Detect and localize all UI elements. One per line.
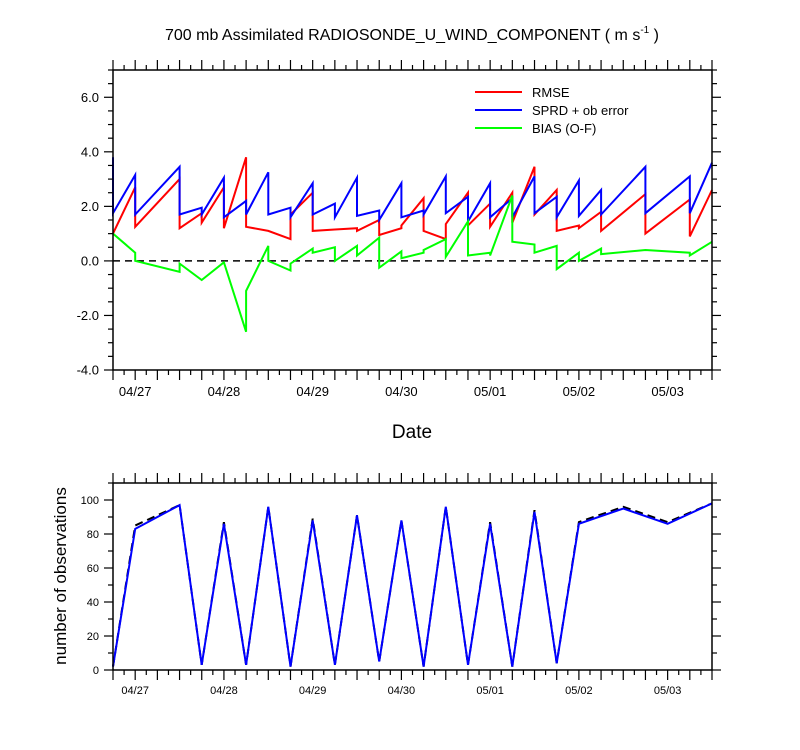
bottom-panel: 04/27 04/28 04/29 04/30 05/01 05/02 05/03 0 20 40… bbox=[51, 473, 721, 697]
bottom-axes: 04/27 04/28 04/29 04/30 05/01 05/02 05/03 0 20 40… bbox=[81, 473, 721, 697]
top-y-tick-label: -2.0 bbox=[77, 308, 99, 323]
legend-label-rmse: RMSE bbox=[532, 85, 570, 100]
bottom-x-tick-label: 04/27 bbox=[121, 685, 149, 697]
bottom-x-tick-label: 05/03 bbox=[654, 685, 682, 697]
top-x-tick-label: 04/30 bbox=[385, 384, 418, 399]
top-x-tick-label: 04/28 bbox=[208, 384, 241, 399]
bottom-plot-frame bbox=[112, 482, 713, 671]
top-x-tick-label: 05/01 bbox=[474, 384, 507, 399]
bottom-marks bbox=[112, 502, 713, 667]
legend: RMSE SPRD + ob error BIAS (O-F) bbox=[475, 85, 629, 136]
series-line-assimilated bbox=[112, 502, 713, 667]
top-axes: 04/27 04/28 04/29 04/30 05/01 05/02 05/03 -4.0 -… bbox=[77, 60, 721, 399]
top-y-tick-label: -4.0 bbox=[77, 363, 99, 378]
bottom-y-tick-label: 40 bbox=[87, 597, 99, 609]
bottom-x-tick-label: 05/01 bbox=[476, 685, 504, 697]
chart-title: 700 mb Assimilated RADIOSONDE_U_WIND_COM… bbox=[165, 25, 659, 44]
top-x-tick-label: 05/03 bbox=[651, 384, 684, 399]
legend-label-bias-o-f: BIAS (O-F) bbox=[532, 121, 596, 136]
series-line-rmse bbox=[112, 157, 713, 241]
bottom-y-tick-label: 80 bbox=[87, 529, 99, 541]
chart-title-main: 700 mb Assimilated RADIOSONDE_U_WIND_COM… bbox=[165, 27, 640, 44]
top-y-tick-label: 2.0 bbox=[81, 199, 99, 214]
bottom-y-tick-label: 100 bbox=[81, 495, 99, 507]
top-marks bbox=[112, 157, 713, 333]
series-line-bias-o-f bbox=[112, 195, 713, 333]
top-x-tick-label: 05/02 bbox=[563, 384, 596, 399]
series-line-sprd-ob-error bbox=[112, 157, 713, 226]
bottom-y-tick-label: 60 bbox=[87, 563, 99, 575]
y-axis-label-bottom: number of observations bbox=[51, 487, 70, 665]
bottom-y-tick-label: 0 bbox=[93, 665, 99, 677]
top-x-tick-label: 04/27 bbox=[119, 384, 152, 399]
bottom-x-tick-label: 04/30 bbox=[388, 685, 416, 697]
legend-label-sprd-ob-error: SPRD + ob error bbox=[532, 103, 629, 118]
bottom-x-tick-label: 04/28 bbox=[210, 685, 238, 697]
top-y-tick-label: 6.0 bbox=[81, 90, 99, 105]
bottom-x-tick-label: 05/02 bbox=[565, 685, 593, 697]
top-y-tick-label: 4.0 bbox=[81, 144, 99, 159]
chart-title-superscript: -1 bbox=[640, 25, 649, 36]
series-line-possible bbox=[112, 502, 713, 667]
top-y-tick-label: 0.0 bbox=[81, 253, 99, 268]
bottom-y-tick-label: 20 bbox=[87, 631, 99, 643]
bottom-x-tick-label: 04/29 bbox=[299, 685, 327, 697]
top-x-tick-label: 04/29 bbox=[296, 384, 329, 399]
x-axis-label: Date bbox=[392, 422, 432, 443]
top-panel: RMSE SPRD + ob error BIAS (O-F) 04/27 04/28… bbox=[77, 60, 721, 443]
chart-title-end: ) bbox=[649, 27, 659, 44]
